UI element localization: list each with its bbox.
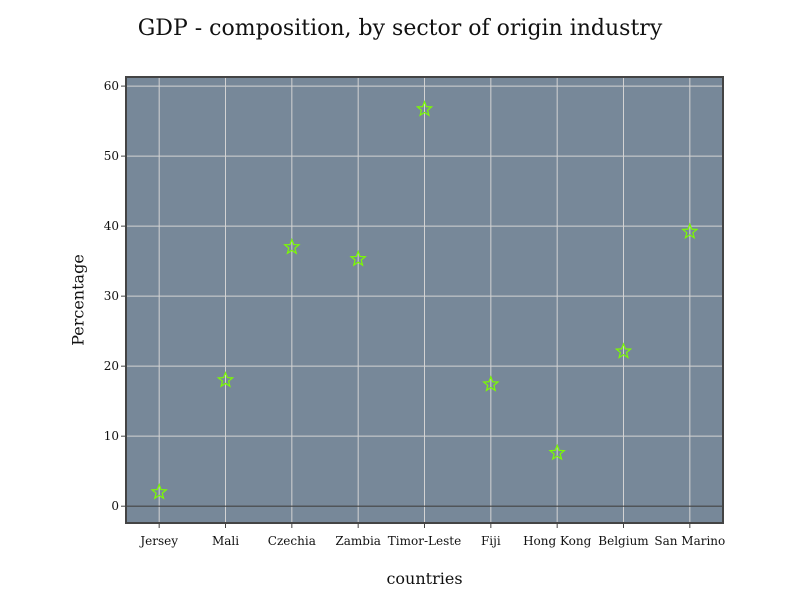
y-tick-label: 30 [104,289,119,303]
data-point-star [614,342,633,359]
x-tick-label: Zambia [335,534,381,548]
data-point-star [349,249,367,267]
data-point-star [548,443,566,461]
data-point-star [482,375,500,392]
y-tick-label: 40 [104,219,119,233]
y-tick-label: 0 [111,499,119,513]
data-point-star [216,370,235,388]
x-tick-label: Belgium [598,534,649,548]
y-tick-label: 20 [104,359,119,373]
x-tick-label: Hong Kong [523,534,592,548]
y-tick-label: 60 [104,79,119,93]
x-tick-label: Jersey [138,534,178,548]
x-tick-label: Fiji [481,534,501,548]
data-point-star [150,483,168,500]
x-tick-label: Mali [212,534,239,548]
x-tick-label: Timor-Leste [388,534,461,548]
y-tick-label: 50 [104,149,119,163]
data-point-star [415,100,434,117]
x-tick-label: San Marino [654,534,725,548]
x-tick-label: Czechia [268,534,316,548]
x-axis-label: countries [386,569,463,588]
data-point-star [681,222,699,240]
chart-title: GDP - composition, by sector of origin i… [137,16,663,41]
y-tick-label: 10 [104,429,119,443]
plot-frame [125,76,724,524]
data-point-star [283,237,301,255]
